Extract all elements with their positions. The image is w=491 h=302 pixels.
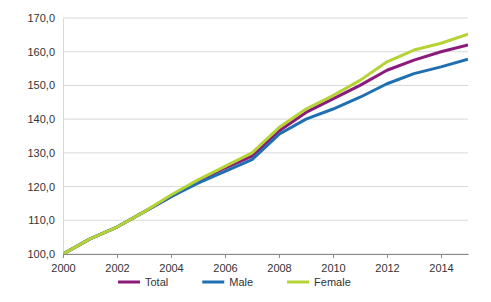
x-axis: 2000 2002 2004 2006 2008 2010 2012 2014	[51, 254, 468, 274]
plot: 100,0 110,0 120,0 130,0 140,0 150,0 160,0 170,0…	[27, 12, 468, 274]
grid-line	[63, 186, 468, 187]
grid-line	[63, 220, 468, 221]
grid	[63, 18, 468, 254]
y-tick-label: 120,0	[27, 181, 55, 193]
x-tick: 2014	[429, 254, 453, 274]
legend-label: Total	[145, 276, 168, 288]
x-tick-label: 2008	[267, 262, 291, 274]
y-tick-label: 140,0	[27, 113, 55, 125]
grid-line	[63, 18, 468, 19]
legend: Total Male Female	[118, 276, 351, 288]
x-tick-mark	[225, 254, 226, 258]
x-tick-mark	[279, 254, 280, 258]
x-tick-label: 2000	[51, 262, 75, 274]
x-tick: 2004	[159, 254, 183, 274]
legend-item: Total	[118, 276, 168, 288]
grid-line	[63, 119, 468, 120]
x-tick-label: 2004	[159, 262, 183, 274]
y-tick-label: 100,0	[27, 248, 55, 260]
y-tick: 100,0	[27, 248, 63, 260]
x-tick: 2012	[375, 254, 399, 274]
x-tick: 2000	[51, 254, 75, 274]
x-tick-label: 2006	[213, 262, 237, 274]
x-tick: 2002	[105, 254, 129, 274]
x-tick-label: 2014	[429, 262, 453, 274]
y-tick: 130,0	[27, 147, 63, 159]
y-tick-label: 150,0	[27, 79, 55, 91]
grid-line	[63, 254, 468, 255]
x-tick-mark	[441, 254, 442, 258]
legend-label: Male	[229, 276, 253, 288]
x-tick: 2006	[213, 254, 237, 274]
legend-swatch	[287, 281, 309, 284]
x-tick-label: 2002	[105, 262, 129, 274]
legend-item: Female	[287, 276, 351, 288]
legend-item: Male	[202, 276, 253, 288]
x-tick-label: 2012	[375, 262, 399, 274]
y-axis-line	[63, 19, 64, 255]
y-tick-label: 170,0	[27, 12, 55, 24]
lines	[63, 34, 468, 254]
x-tick-mark	[117, 254, 118, 258]
x-tick-mark	[63, 254, 64, 258]
legend-swatch	[202, 281, 224, 284]
x-axis-line	[64, 254, 469, 255]
x-tick: 2010	[321, 254, 345, 274]
y-tick: 110,0	[28, 214, 63, 226]
y-tick-label: 130,0	[27, 147, 55, 159]
grid-line	[63, 152, 468, 153]
x-tick-mark	[333, 254, 334, 258]
y-tick-label: 160,0	[27, 46, 55, 58]
y-tick-label: 110,0	[28, 214, 55, 226]
x-tick-label: 2010	[321, 262, 345, 274]
y-tick: 140,0	[27, 113, 63, 125]
series-line	[63, 34, 468, 254]
y-tick: 150,0	[27, 79, 63, 91]
y-axis: 100,0 110,0 120,0 130,0 140,0 150,0 160,0 170,0	[27, 12, 63, 260]
chart: 100,0 110,0 120,0 130,0 140,0 150,0 160,0 170,0…	[0, 0, 491, 302]
legend-label: Female	[314, 276, 351, 288]
x-tick-mark	[171, 254, 172, 258]
legend-swatch	[118, 281, 140, 284]
y-tick: 170,0	[27, 12, 63, 24]
y-tick: 160,0	[27, 46, 63, 58]
x-tick: 2008	[267, 254, 291, 274]
y-tick: 120,0	[27, 181, 63, 193]
grid-line	[63, 85, 468, 86]
x-tick-mark	[387, 254, 388, 258]
